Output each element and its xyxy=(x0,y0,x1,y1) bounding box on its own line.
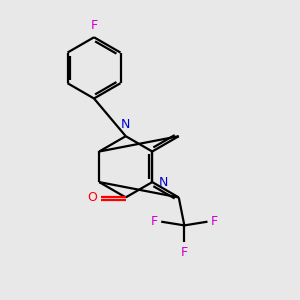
Text: F: F xyxy=(181,246,188,259)
Text: O: O xyxy=(87,191,97,204)
Text: N: N xyxy=(121,118,130,130)
Text: F: F xyxy=(150,215,158,228)
Text: F: F xyxy=(90,19,98,32)
Text: F: F xyxy=(211,215,218,228)
Text: N: N xyxy=(159,176,168,189)
